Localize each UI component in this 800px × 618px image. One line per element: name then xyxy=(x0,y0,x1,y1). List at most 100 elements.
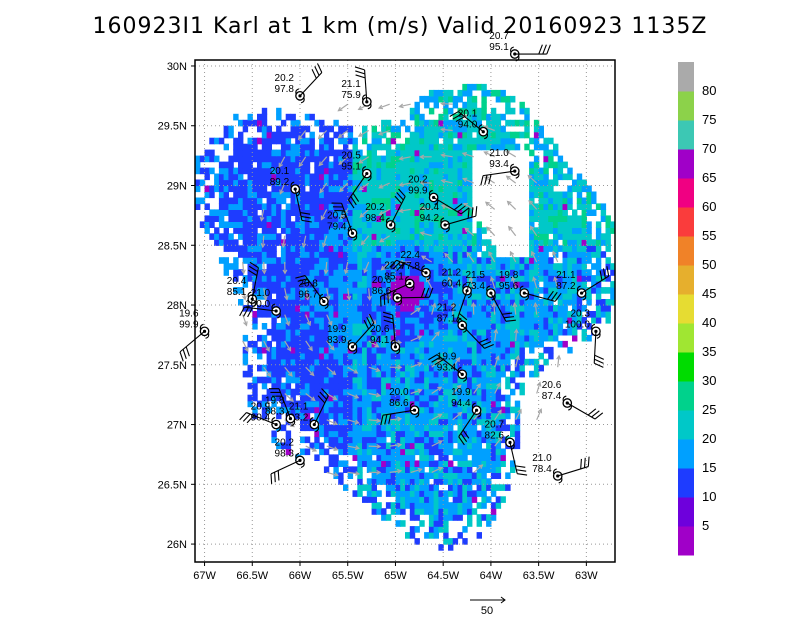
chart-title: 160923I1 Karl at 1 km (m/s) Valid 201609… xyxy=(92,14,708,39)
colorbar-swatch xyxy=(678,381,694,411)
station-marker-tail xyxy=(510,163,520,179)
colorbar-swatch xyxy=(678,236,694,266)
wind-barb-staff xyxy=(458,111,484,133)
wind-barb-staff xyxy=(251,267,259,300)
station-plot: 19.888.3 xyxy=(265,388,296,427)
wind-barb-feather xyxy=(457,205,466,213)
wind-barb-feather xyxy=(455,116,465,123)
station-value-1: 20.9 xyxy=(251,402,271,413)
colorbar-label: 80 xyxy=(702,83,716,98)
wind-barb-feather xyxy=(182,349,187,359)
wind-barb-feather xyxy=(515,465,526,468)
wind-speed-field xyxy=(195,83,615,551)
wind-barb-feather xyxy=(452,113,462,120)
wind-barb-feather xyxy=(355,70,366,75)
wind-barb-feather xyxy=(317,395,326,404)
wind-barb-staff xyxy=(270,459,301,475)
reference-vector: 50 xyxy=(470,596,506,617)
wind-barb-feather xyxy=(384,414,388,425)
wind-barb-feather xyxy=(547,290,554,300)
wind-barb-staff xyxy=(461,324,485,349)
wind-barb-feather xyxy=(301,219,312,223)
colorbar-swatch xyxy=(678,149,694,179)
wind-barb-feather xyxy=(550,291,558,301)
station-value-2: 99.9 xyxy=(408,185,428,196)
colorbar-label: 50 xyxy=(702,257,716,272)
station-plot: 19.983.9 xyxy=(327,313,375,355)
x-axis-ticks: 67W 66.5W 66W 65.5W 65W 64.5W 64W 63.5W 63W xyxy=(193,562,598,582)
station-value-2: 97.8 xyxy=(275,84,295,95)
wind-barb-feather xyxy=(542,44,547,55)
station-value-1: 21.5 xyxy=(465,270,485,281)
wind-barb-feather xyxy=(277,470,280,481)
wind-barb-feather xyxy=(606,266,610,277)
station-plot: 20.298.3 xyxy=(270,437,305,484)
wind-barb-feather xyxy=(431,356,441,363)
wind-barb-staff xyxy=(294,188,303,221)
colorbar-label: 5 xyxy=(702,518,709,533)
wind-barb-feather xyxy=(449,111,459,118)
station-value-1: 20.1 xyxy=(458,109,478,120)
wind-barb-feather xyxy=(467,208,470,219)
station-value-1: 21.0 xyxy=(532,453,552,464)
station-value-1: 19.9 xyxy=(451,387,471,398)
station-marker-tail xyxy=(271,303,281,319)
wind-barb-feather xyxy=(396,262,405,271)
station-value-1: 20.6 xyxy=(542,380,562,391)
station-value-1: 19.6 xyxy=(179,308,199,319)
wind-barb-feather xyxy=(428,287,434,298)
station-plot: 22.985.1 xyxy=(379,261,415,307)
wind-barb-feather xyxy=(428,354,438,361)
colorbar-label: 40 xyxy=(702,315,716,330)
station-plot: 20.990.4 xyxy=(239,402,281,433)
station-plot: 21.183.2 xyxy=(289,388,329,433)
colorbar-swatch xyxy=(678,294,694,324)
station-plot: 20.194.0 xyxy=(449,109,489,140)
wind-barb-feather xyxy=(554,292,562,302)
station-value-1: 21.0 xyxy=(489,148,509,159)
station-plot: 21.175.9 xyxy=(341,66,372,110)
station-value-1: 19.9 xyxy=(437,351,457,362)
station-value-2: 82.6 xyxy=(485,430,505,441)
wind-barb-feather xyxy=(599,270,603,281)
station-value-2: 83.2 xyxy=(289,413,309,424)
wind-barb-staff xyxy=(444,215,477,226)
x-tick-label: 64.5W xyxy=(427,570,459,582)
station-value-2: 94.1 xyxy=(370,335,390,346)
wind-barb-staff xyxy=(244,306,277,312)
wind-barb-feather xyxy=(594,412,604,420)
colorbar-label: 20 xyxy=(702,431,716,446)
y-tick-label: 29N xyxy=(167,181,187,193)
station-value-1: 20.2 xyxy=(275,437,295,448)
colorbar-swatch xyxy=(678,468,694,498)
wind-barb-staff xyxy=(593,331,597,364)
wind-barb-feather xyxy=(297,278,308,282)
station-marker-tail xyxy=(347,339,358,355)
station-value-1: 20.2 xyxy=(365,202,385,213)
station-value-1: 19.9 xyxy=(327,324,347,335)
station-value-2: 77.8 xyxy=(401,261,421,272)
station-plot: 19.895.6 xyxy=(499,270,562,302)
wind-barb-staff xyxy=(246,412,277,426)
colorbar-label: 45 xyxy=(702,286,716,301)
station-plot: 21.187.2 xyxy=(556,266,610,301)
station-value-2: 96.7 xyxy=(298,289,318,300)
wind-barb-feather xyxy=(475,206,478,217)
station-marker-tail xyxy=(421,265,431,281)
wind-barb-feather xyxy=(392,261,401,270)
wind-barb-feather xyxy=(383,319,394,324)
wind-barb-staff xyxy=(490,292,507,322)
station-plot: 20.782.6 xyxy=(485,419,528,476)
station-value-1: 20.6 xyxy=(372,275,392,286)
station-value-2: 94.0 xyxy=(458,120,478,131)
station-marker-tail xyxy=(390,339,401,355)
wind-barb-feather xyxy=(424,287,430,298)
wind-barb-staff xyxy=(382,409,415,416)
station-value-1: 19.8 xyxy=(265,396,285,407)
wind-barb-feather xyxy=(274,472,276,483)
wind-barb-feather xyxy=(179,351,184,362)
wind-barb-feather xyxy=(348,199,355,209)
station-marker-center xyxy=(594,329,598,333)
wind-barb-feather xyxy=(587,408,597,416)
y-tick-label: 26N xyxy=(167,539,187,551)
